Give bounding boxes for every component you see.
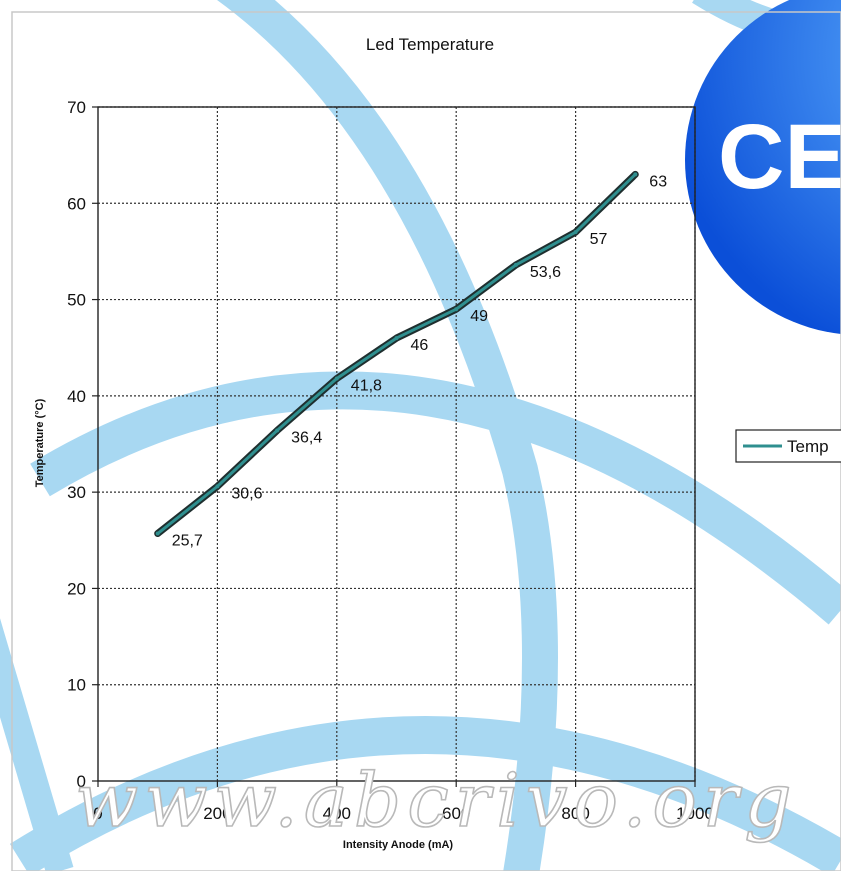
data-point	[454, 307, 459, 312]
watermark-arc	[0, 617, 74, 871]
x-tick-label: 0	[93, 804, 102, 823]
data-labels: 25,7 30,6 36,4 41,8 46 49 53,6 57 63	[172, 173, 667, 549]
data-point	[155, 531, 160, 536]
y-tick-label: 50	[67, 291, 86, 310]
data-label: 49	[470, 308, 488, 325]
data-label: 36,4	[291, 430, 322, 447]
data-point	[633, 172, 638, 177]
series-line-shadow	[154, 170, 639, 538]
watermark-text: www.abcrivo.org	[75, 758, 798, 844]
data-point	[215, 484, 220, 489]
y-tick-label: 20	[67, 579, 86, 598]
x-tick-label: 800	[561, 804, 589, 823]
data-label: 63	[649, 173, 667, 190]
data-point	[394, 336, 399, 341]
chart-border	[11, 11, 841, 871]
data-label: 53,6	[530, 264, 561, 281]
data-label: 30,6	[231, 485, 262, 502]
chart-title: Led Temperature	[366, 35, 494, 54]
watermark-arc	[9, 716, 841, 871]
y-tick-label: 70	[67, 98, 86, 117]
series-layer	[154, 170, 639, 538]
watermark-arc	[216, 0, 558, 871]
y-tick-label: 0	[77, 772, 86, 791]
legend: Temp	[735, 429, 841, 463]
y-tick-label: 60	[67, 194, 86, 213]
logo-text: CE	[718, 106, 841, 208]
y-tick-label: 40	[67, 387, 86, 406]
y-tick-label: 30	[67, 483, 86, 502]
watermark-arc	[30, 371, 841, 625]
legend-label: Temp	[787, 437, 829, 456]
x-axis-title: Intensity Anode (mA)	[343, 839, 454, 851]
x-tick-label: 600	[442, 804, 470, 823]
data-label: 57	[590, 231, 608, 248]
y-axis-title: Temperature (°C)	[34, 398, 46, 487]
plot-area	[97, 106, 696, 782]
axes	[92, 106, 696, 787]
x-tick-label: 1000	[676, 804, 714, 823]
data-point	[573, 230, 578, 235]
globe-logo	[685, 0, 841, 334]
data-label: 46	[411, 337, 429, 354]
data-point	[513, 262, 518, 267]
data-label: 25,7	[172, 533, 203, 550]
x-tick-label: 400	[323, 804, 351, 823]
tick-labels: 0 10 20 30 40 50 60 70 0 200 400 600 800 1000	[67, 98, 714, 823]
y-tick-label: 10	[67, 676, 86, 695]
data-point	[275, 428, 280, 433]
x-tick-label: 200	[203, 804, 231, 823]
data-point	[334, 376, 339, 381]
data-label: 41,8	[351, 378, 382, 395]
